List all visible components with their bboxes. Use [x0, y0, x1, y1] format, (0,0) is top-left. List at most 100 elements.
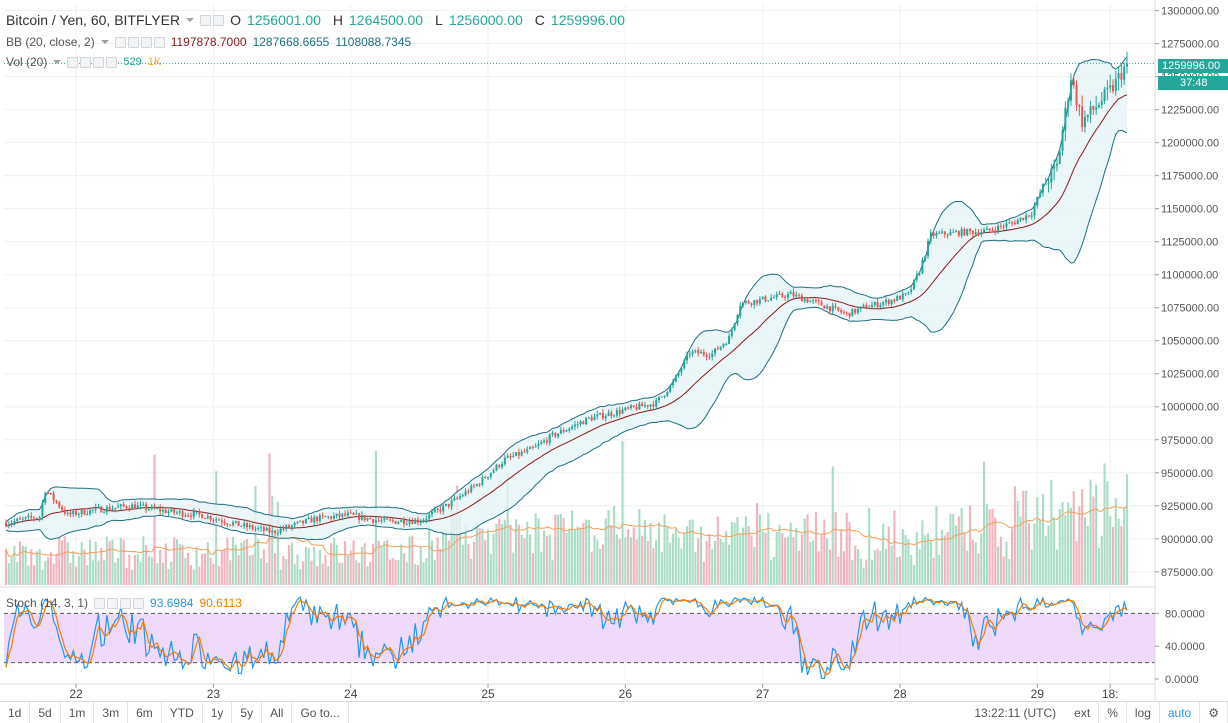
close-icon[interactable] — [106, 56, 118, 68]
candle-body — [19, 518, 22, 520]
bb-label[interactable]: BB (20, close, 2) — [6, 35, 95, 49]
eye-icon[interactable] — [114, 36, 126, 48]
volume-bar — [38, 549, 41, 585]
eye-icon[interactable] — [94, 597, 106, 609]
volume-bar — [304, 546, 307, 585]
candle-body — [660, 396, 663, 398]
candle-body — [901, 293, 904, 300]
stoch-band-fill — [4, 613, 1155, 663]
volume-bar — [386, 540, 389, 585]
candle-body — [716, 348, 719, 350]
candle-body — [7, 524, 10, 527]
volume-bar — [795, 527, 798, 585]
candle-body — [209, 515, 212, 520]
symbol-title[interactable]: Bitcoin / Yen, 60, BITFLYER — [6, 12, 181, 28]
volume-bar — [562, 518, 565, 585]
last-price-tag: 1259996.00 — [1158, 59, 1228, 73]
candle-body — [447, 503, 450, 507]
candle-body — [705, 354, 708, 357]
volume-bar — [117, 557, 120, 585]
legend-controls — [200, 14, 225, 26]
range-1m[interactable]: 1m — [61, 701, 95, 723]
candle-body — [910, 289, 913, 293]
volume-bar — [896, 557, 899, 585]
range-ytd[interactable]: YTD — [162, 701, 203, 723]
candle-body — [422, 519, 425, 522]
candle-body — [66, 512, 69, 514]
y-tick-label: 1050000.00 — [1161, 336, 1219, 348]
volume-bar — [758, 514, 761, 585]
volume-bar — [722, 542, 725, 585]
range-1y[interactable]: 1y — [203, 701, 233, 723]
range-5d[interactable]: 5d — [30, 701, 61, 723]
gear-icon[interactable] — [80, 56, 92, 68]
go-to-button[interactable]: Go to... — [292, 701, 349, 723]
chevron-down-icon[interactable] — [53, 60, 62, 64]
volume-bar — [837, 556, 840, 585]
volume-bar — [969, 505, 972, 585]
eye-icon[interactable] — [67, 56, 79, 68]
more-icon[interactable] — [120, 597, 132, 609]
gear-icon[interactable] — [107, 597, 119, 609]
log-toggle[interactable]: log — [1127, 701, 1160, 723]
volume-bar — [994, 517, 997, 585]
candle-body — [1072, 80, 1075, 86]
volume-bar — [416, 565, 420, 585]
ext-toggle[interactable]: ext — [1066, 701, 1100, 723]
candle-body — [377, 520, 380, 522]
gear-icon[interactable] — [127, 36, 139, 48]
gear-icon[interactable]: ⚙ — [1200, 701, 1228, 723]
range-3m[interactable]: 3m — [94, 701, 129, 723]
volume-bar — [1025, 490, 1028, 585]
range-all[interactable]: All — [262, 701, 293, 723]
volume-bar — [599, 548, 602, 585]
candle-body — [966, 229, 969, 236]
volume-bar — [649, 522, 652, 585]
gear-icon[interactable] — [213, 14, 225, 26]
range-6m[interactable]: 6m — [128, 701, 162, 723]
volume-bar — [697, 538, 700, 585]
stoch-label[interactable]: Stoch (14, 3, 1) — [6, 596, 89, 610]
volume-bar — [44, 560, 47, 585]
candle-body — [615, 410, 618, 416]
volume-bar — [358, 562, 361, 585]
volume-bar — [475, 526, 478, 585]
range-1d[interactable]: 1d — [0, 701, 31, 723]
close-icon[interactable] — [153, 36, 165, 48]
candle-body — [304, 518, 307, 524]
percent-toggle[interactable]: % — [1099, 701, 1127, 723]
candle-body — [27, 515, 30, 518]
vol-label[interactable]: Vol (20) — [6, 55, 48, 69]
chart-canvas[interactable]: 1300000.001275000.001250000.001225000.00… — [0, 0, 1228, 701]
volume-bar — [248, 555, 251, 585]
x-tick-label: 18: — [1102, 687, 1119, 701]
candle-body — [1011, 222, 1014, 224]
volume-bar — [632, 527, 635, 585]
bb-lower-value: 1108088.7345 — [335, 35, 412, 49]
volume-bar — [299, 569, 302, 585]
candle-body — [439, 509, 442, 512]
volume-bar — [380, 546, 383, 585]
volume-bar — [898, 556, 902, 585]
more-icon[interactable] — [93, 56, 105, 68]
more-icon[interactable] — [140, 36, 152, 48]
candle-body — [927, 241, 930, 256]
candle-body — [893, 299, 896, 301]
volume-bar — [173, 537, 176, 585]
volume-bar — [21, 545, 24, 585]
volume-bar — [534, 513, 537, 585]
close-icon[interactable] — [133, 597, 145, 609]
candle-body — [669, 385, 672, 393]
auto-toggle[interactable]: auto — [1160, 701, 1201, 723]
y-tick-label: 1025000.00 — [1161, 369, 1219, 381]
eye-icon[interactable] — [200, 14, 212, 26]
candle-body — [206, 515, 209, 519]
candle-body — [383, 518, 386, 521]
chevron-down-icon[interactable] — [186, 18, 195, 22]
range-5y[interactable]: 5y — [232, 701, 263, 723]
chevron-down-icon[interactable] — [100, 40, 109, 44]
candle-body — [613, 415, 616, 417]
candle-body — [164, 509, 167, 514]
candle-body — [41, 502, 44, 517]
